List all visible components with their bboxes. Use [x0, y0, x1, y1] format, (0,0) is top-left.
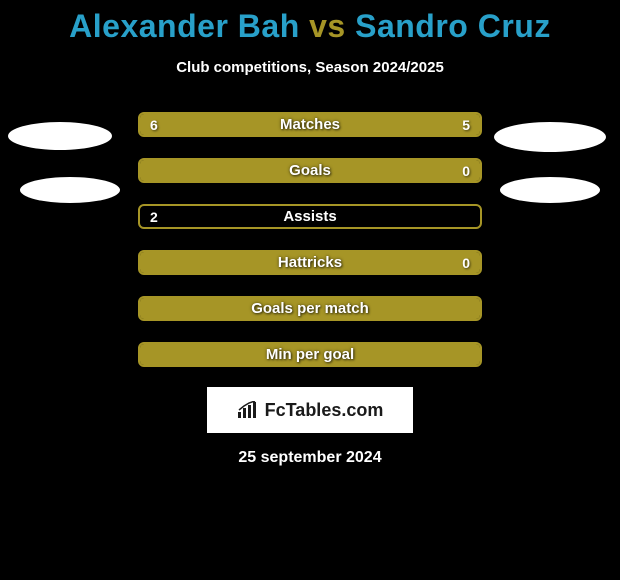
stat-value-left: 2: [150, 209, 158, 225]
stat-label: Hattricks: [278, 254, 342, 271]
brand-box: FcTables.com: [207, 387, 413, 433]
stat-label: Goals per match: [251, 300, 369, 317]
stat-value-right: 0: [462, 255, 470, 271]
brand-text: FcTables.com: [265, 400, 384, 421]
stat-row: Goals per match: [138, 296, 482, 321]
chart-icon: [237, 401, 259, 419]
player-marker-ellipse: [20, 177, 120, 203]
stat-value-right: 5: [462, 117, 470, 133]
stat-label: Matches: [280, 116, 340, 133]
player-marker-ellipse: [500, 177, 600, 203]
title-player2: Sandro Cruz: [355, 8, 551, 44]
stat-row: Min per goal: [138, 342, 482, 367]
stat-row: 0 Goals: [138, 158, 482, 183]
page-title: Alexander Bah vs Sandro Cruz: [0, 0, 620, 45]
stat-label: Assists: [283, 208, 336, 225]
stat-value-left: 6: [150, 117, 158, 133]
subtitle: Club competitions, Season 2024/2025: [0, 59, 620, 76]
stat-row: 0 Hattricks: [138, 250, 482, 275]
player-marker-ellipse: [494, 122, 606, 152]
stat-label: Goals: [289, 162, 331, 179]
stat-value-right: 0: [462, 163, 470, 179]
stat-row: 2 Assists: [138, 204, 482, 229]
stat-row: 6 5 Matches: [138, 112, 482, 137]
title-vs: vs: [309, 8, 346, 44]
title-player1: Alexander Bah: [69, 8, 300, 44]
player-marker-ellipse: [8, 122, 112, 150]
stat-label: Min per goal: [266, 346, 354, 363]
bar-fill-right: [327, 114, 480, 135]
date-label: 25 september 2024: [0, 449, 620, 467]
